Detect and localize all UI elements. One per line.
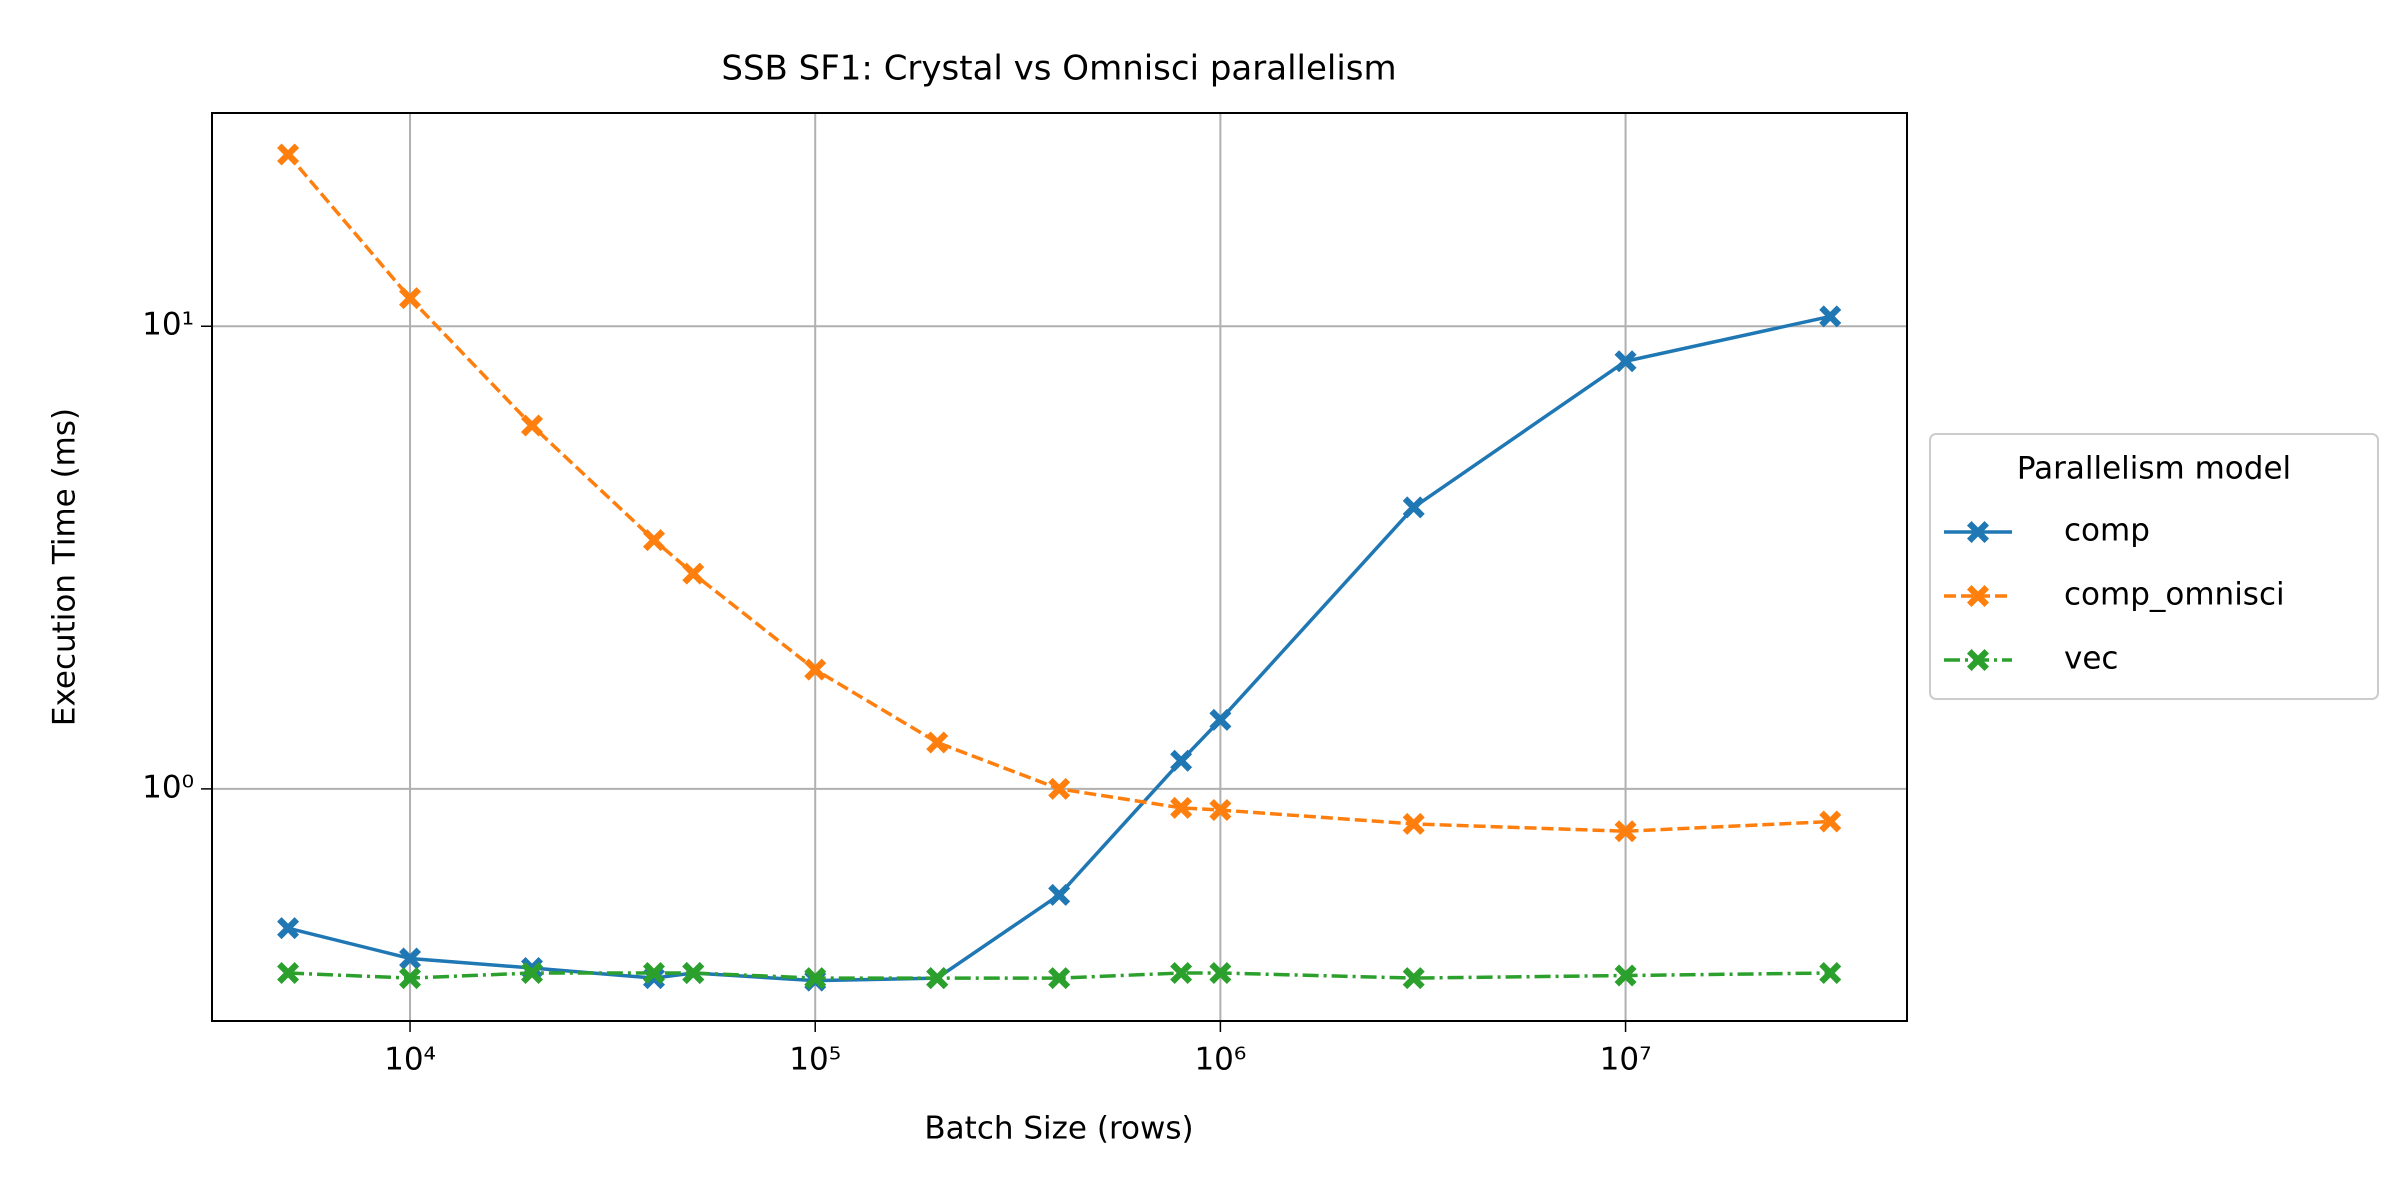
data-point — [399, 947, 422, 970]
data-point — [521, 414, 544, 437]
data-point — [642, 962, 665, 984]
data-point — [1402, 812, 1425, 835]
x-tick-label: 10⁷ — [1600, 1042, 1652, 1078]
x-tick-label: 10⁴ — [384, 1042, 436, 1078]
data-point — [1209, 708, 1232, 731]
data-point — [1048, 967, 1071, 990]
legend-title: Parallelism model — [2017, 451, 2291, 487]
legend-label: comp_omnisci — [2064, 577, 2285, 613]
y-tick-label: 10⁰ — [142, 769, 194, 805]
legend-marker — [1967, 585, 1989, 607]
y-tick-label: 10¹ — [142, 307, 194, 343]
data-point — [682, 962, 705, 984]
legend-box — [1929, 433, 2379, 700]
data-point — [642, 529, 665, 552]
data-point — [926, 967, 949, 990]
data-point — [1402, 496, 1425, 519]
data-point — [1819, 810, 1842, 833]
y-axis-label: Execution Time (ms) — [47, 408, 83, 726]
legend-marker — [1967, 649, 1989, 671]
legend-marker — [1967, 521, 1989, 543]
data-point — [1209, 962, 1232, 984]
data-point — [1170, 749, 1193, 772]
data-point — [804, 658, 827, 681]
data-point — [1614, 350, 1637, 373]
legend-label: vec — [2064, 641, 2118, 677]
data-point — [1402, 967, 1425, 990]
legend-label: comp — [2064, 513, 2150, 549]
data-point — [1614, 820, 1637, 843]
data-point — [277, 962, 300, 984]
x-tick-label: 10⁶ — [1194, 1042, 1246, 1078]
data-point — [1048, 883, 1071, 906]
data-point — [277, 917, 300, 940]
x-axis-label: Batch Size (rows) — [924, 1111, 1193, 1147]
data-point — [804, 967, 827, 990]
data-point — [399, 967, 422, 990]
data-point — [1170, 796, 1193, 819]
data-point — [682, 562, 705, 585]
data-point — [1819, 305, 1842, 328]
x-tick-label: 10⁵ — [789, 1042, 841, 1078]
data-point — [926, 731, 949, 754]
data-point — [1819, 962, 1842, 984]
data-point — [1614, 964, 1637, 987]
plot-frame — [211, 112, 1908, 1022]
data-point — [521, 962, 544, 984]
data-point — [399, 287, 422, 310]
data-point — [1048, 777, 1071, 800]
data-point — [1209, 799, 1232, 822]
data-point — [1170, 962, 1193, 984]
chart-title: SSB SF1: Crystal vs Omnisci parallelism — [721, 49, 1396, 89]
data-point — [277, 143, 300, 166]
